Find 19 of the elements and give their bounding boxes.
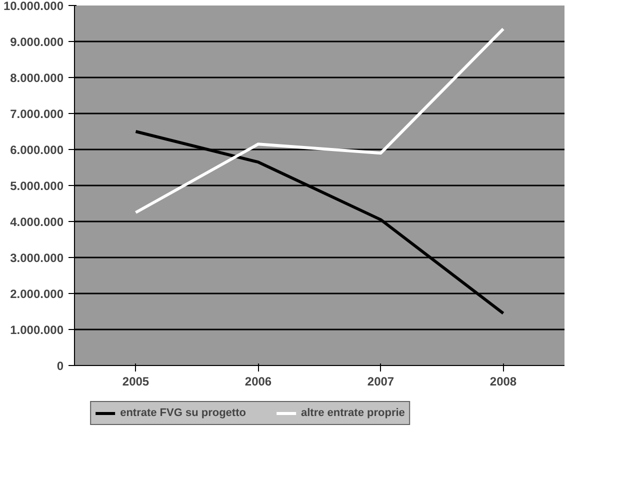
y-tick-label: 9.000.000 bbox=[10, 35, 64, 49]
line-series bbox=[134, 27, 505, 214]
x-tick-label: 2008 bbox=[490, 374, 517, 388]
line-series bbox=[134, 130, 505, 315]
y-tick-label: 5.000.000 bbox=[10, 179, 64, 193]
x-tick-label: 2006 bbox=[244, 374, 272, 388]
y-tick-label: 7.000.000 bbox=[10, 107, 64, 121]
x-tick-label: 2005 bbox=[122, 374, 150, 388]
y-tick-label: 3.000.000 bbox=[10, 251, 64, 265]
y-tick-label: 2.000.000 bbox=[10, 287, 64, 301]
y-tick-label: 6.000.000 bbox=[10, 143, 64, 157]
x-tick-label: 2007 bbox=[367, 374, 394, 388]
legend-label: entrate FVG su progetto bbox=[120, 406, 246, 420]
y-tick-label: 4.000.000 bbox=[10, 215, 64, 229]
y-tick-label: 1.000.000 bbox=[10, 323, 64, 337]
y-tick-label: 10.000.000 bbox=[3, 0, 64, 13]
legend-label: altre entrate proprie bbox=[300, 406, 405, 420]
y-tick-label: 8.000.000 bbox=[10, 71, 64, 85]
y-tick-label: 0 bbox=[56, 359, 64, 373]
